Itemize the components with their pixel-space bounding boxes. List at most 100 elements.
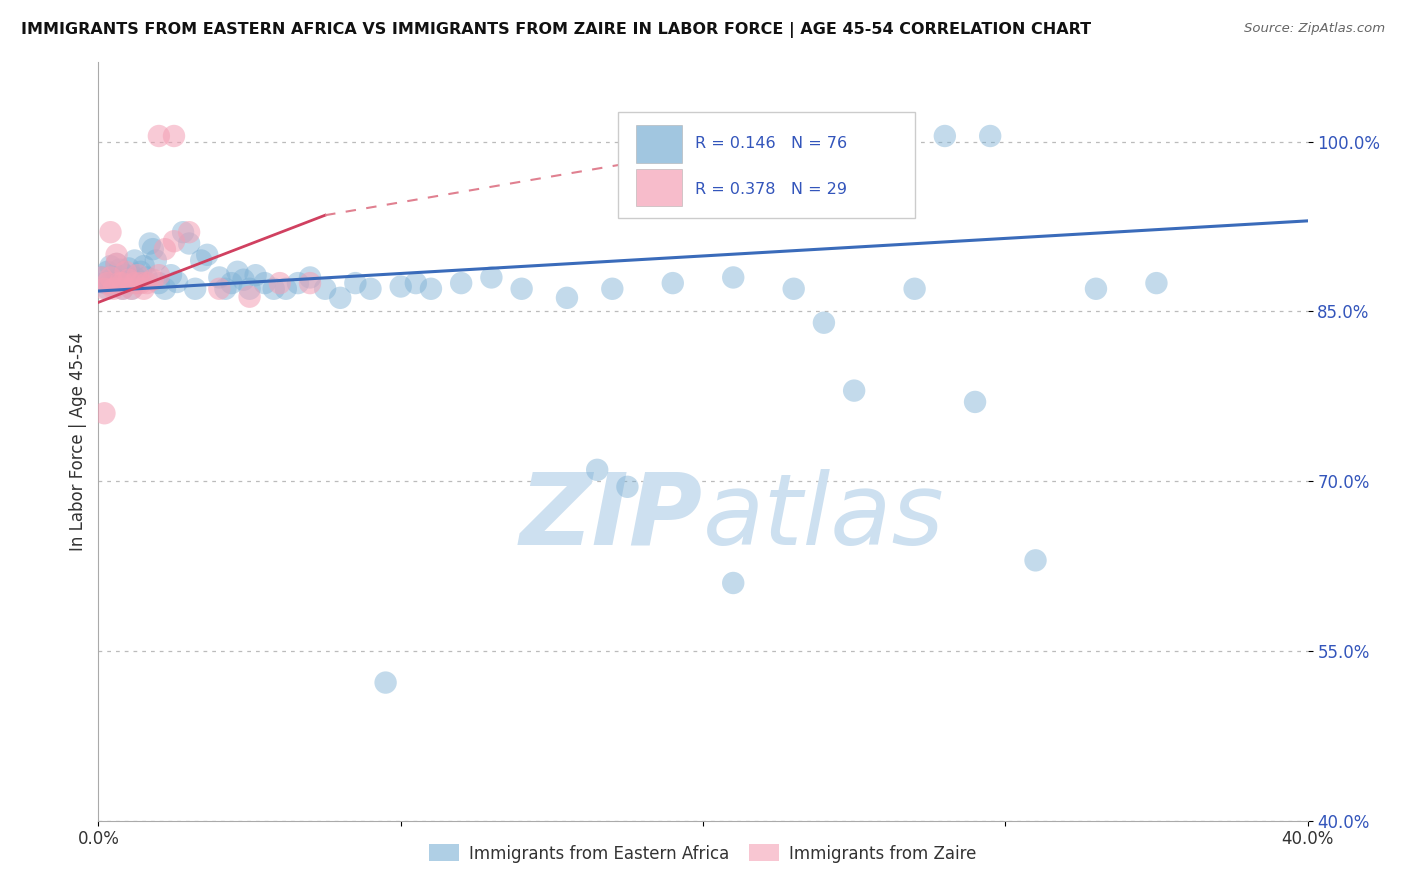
Point — [100, 259, 122, 273]
Point — [389, 279, 412, 293]
Point — [179, 236, 201, 251]
Point — [127, 268, 149, 283]
Point — [135, 270, 157, 285]
FancyBboxPatch shape — [619, 112, 915, 218]
Bar — [637, 169, 682, 206]
Point — [96, 265, 118, 279]
Point — [195, 248, 218, 262]
Point — [108, 276, 131, 290]
Point — [979, 128, 1001, 143]
Point — [118, 273, 141, 287]
Point — [114, 265, 136, 279]
Point — [1085, 282, 1108, 296]
Point — [96, 282, 118, 296]
Point — [160, 268, 183, 283]
Point — [263, 282, 285, 296]
Point — [142, 242, 165, 256]
Point — [127, 276, 149, 290]
Point — [214, 282, 236, 296]
Point — [108, 276, 131, 290]
Point — [153, 242, 176, 256]
Point — [586, 463, 609, 477]
Point — [405, 276, 427, 290]
Point — [148, 128, 170, 143]
Point — [1024, 553, 1046, 567]
Point — [93, 276, 115, 290]
Point — [844, 384, 866, 398]
Text: R = 0.146   N = 76: R = 0.146 N = 76 — [695, 136, 846, 151]
Point — [965, 395, 987, 409]
Point — [184, 282, 207, 296]
Point — [274, 282, 297, 296]
Point — [132, 282, 155, 296]
Point — [226, 265, 249, 279]
Point — [163, 128, 186, 143]
Point — [783, 282, 806, 296]
Point — [190, 253, 212, 268]
Point — [314, 282, 336, 296]
Point — [121, 273, 143, 287]
Legend: Immigrants from Eastern Africa, Immigrants from Zaire: Immigrants from Eastern Africa, Immigran… — [423, 838, 983, 869]
Point — [555, 291, 578, 305]
Point — [723, 576, 745, 591]
Text: R = 0.378   N = 29: R = 0.378 N = 29 — [695, 182, 846, 196]
Point — [737, 128, 759, 143]
Point — [208, 270, 231, 285]
Point — [676, 128, 699, 143]
Point — [121, 282, 143, 296]
Point — [481, 270, 503, 285]
Point — [269, 276, 291, 290]
Point — [132, 259, 155, 273]
Text: Source: ZipAtlas.com: Source: ZipAtlas.com — [1244, 22, 1385, 36]
Point — [253, 276, 276, 290]
Text: atlas: atlas — [703, 469, 945, 566]
Point — [105, 248, 128, 262]
Point — [124, 253, 146, 268]
Point — [166, 275, 188, 289]
Text: ZIP: ZIP — [520, 469, 703, 566]
Point — [723, 270, 745, 285]
Point — [287, 276, 309, 290]
Point — [602, 282, 624, 296]
Point — [111, 276, 134, 290]
Point — [661, 276, 683, 290]
Point — [239, 290, 262, 304]
Point — [93, 406, 115, 420]
Point — [163, 234, 186, 248]
Point — [90, 270, 112, 285]
Point — [232, 273, 254, 287]
Point — [510, 282, 533, 296]
Point — [344, 276, 367, 290]
Point — [103, 282, 125, 296]
Point — [96, 276, 118, 290]
Point — [616, 480, 638, 494]
Point — [245, 268, 267, 283]
Point — [142, 273, 165, 287]
Point — [374, 675, 396, 690]
Point — [124, 276, 146, 290]
Point — [299, 276, 322, 290]
Point — [105, 273, 128, 287]
Point — [100, 225, 122, 239]
Point — [208, 282, 231, 296]
Point — [360, 282, 382, 296]
Point — [813, 316, 835, 330]
Point — [145, 253, 167, 268]
Point — [420, 282, 443, 296]
Point — [135, 276, 157, 290]
Point — [904, 282, 927, 296]
Point — [221, 276, 243, 290]
Point — [148, 268, 170, 283]
Point — [129, 265, 152, 279]
Point — [118, 276, 141, 290]
Point — [299, 270, 322, 285]
Point — [1144, 276, 1167, 290]
Point — [121, 282, 143, 296]
Point — [108, 262, 131, 277]
Point — [329, 291, 352, 305]
Point — [100, 270, 122, 285]
Point — [153, 282, 176, 296]
Point — [139, 236, 162, 251]
Point — [90, 270, 112, 285]
Point — [129, 276, 152, 290]
